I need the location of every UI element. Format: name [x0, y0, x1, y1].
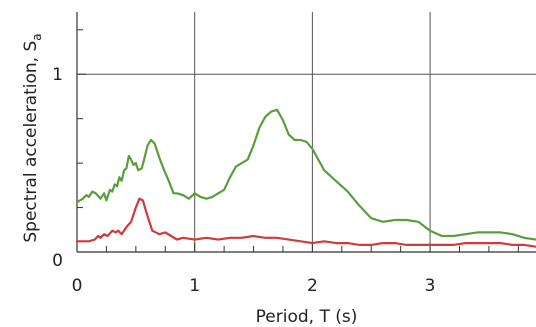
x-tick-label-1: 1: [189, 276, 200, 296]
series-line-1: [75, 197, 536, 248]
x-tick-label-2: 2: [307, 276, 318, 296]
axes: [76, 12, 536, 253]
y-tick-label-0: 0: [52, 251, 63, 271]
y-tick-label-1: 1: [52, 65, 63, 85]
x-tick-label-3: 3: [425, 276, 436, 296]
y-axis-title: Spectral acceleration, Sa: [21, 33, 44, 242]
x-axis-title: Period, T (s): [256, 307, 358, 327]
grid: [77, 12, 536, 252]
series: [75, 108, 536, 248]
y-axis-title-subscript: a: [30, 33, 44, 40]
y-axis-title-main: Spectral acceleration, S: [21, 41, 41, 243]
axis-ticks: [76, 29, 519, 253]
x-tick-label-0: 0: [72, 276, 83, 296]
series-line-0: [75, 108, 536, 241]
tick-labels: 0 1 2 3 0 1: [52, 65, 435, 296]
